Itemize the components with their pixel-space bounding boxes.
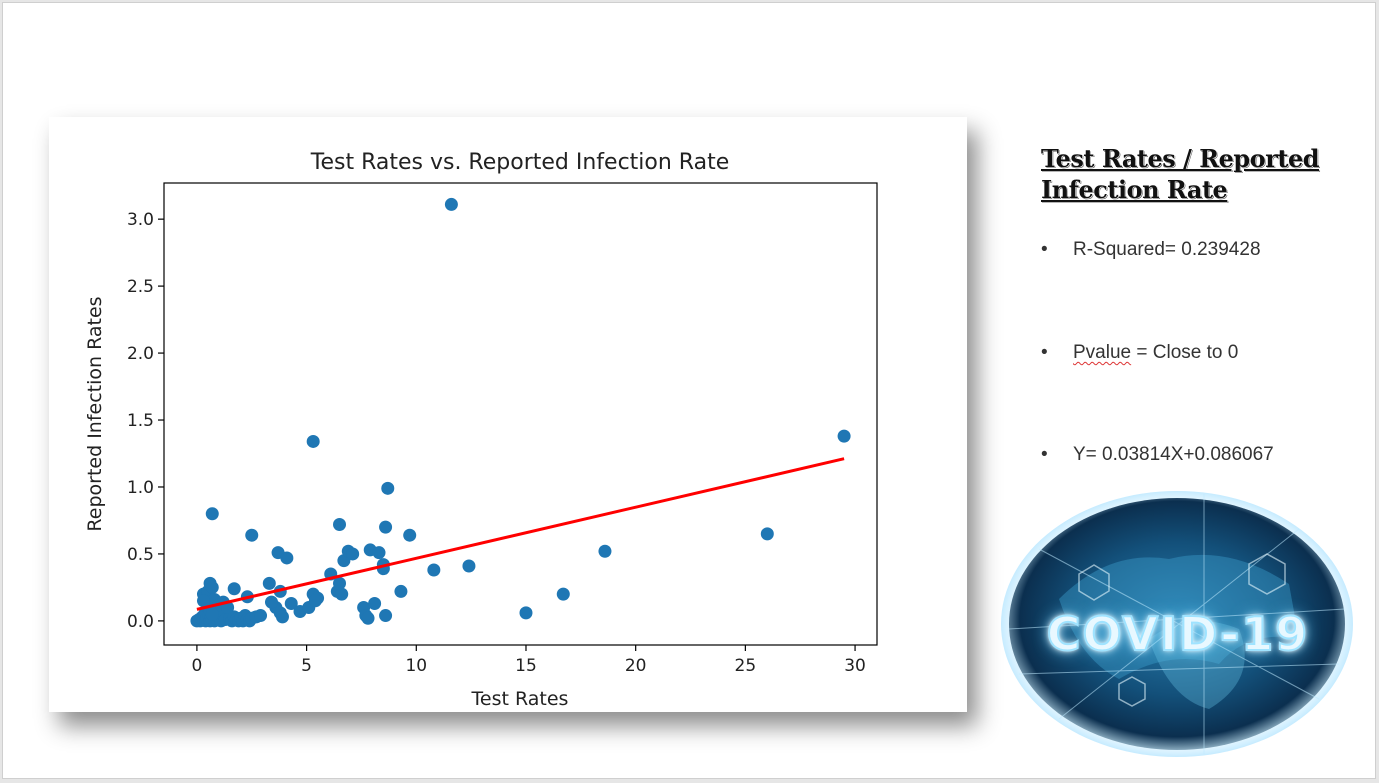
data-point: [205, 580, 219, 594]
pvalue-word: Pvalue: [1073, 342, 1132, 363]
data-point: [280, 551, 294, 565]
scatter-chart-card: Test Rates vs. Reported Infection Rate T…: [49, 117, 967, 712]
side-title: Test Rates / Reported Infection Rate: [1041, 143, 1341, 205]
data-point: [361, 611, 375, 625]
data-point: [760, 527, 774, 541]
y-axis-label: Reported Infection Rates: [84, 296, 106, 531]
data-point: [381, 481, 395, 495]
data-point: [335, 587, 349, 601]
bullet-text: Pvalue = Close to 0: [1073, 342, 1238, 364]
data-point: [394, 584, 408, 598]
data-point: [333, 517, 347, 531]
bullet-marker: •: [1041, 444, 1048, 465]
scatter-chart: Test Rates vs. Reported Infection Rate T…: [84, 150, 878, 710]
axis-ticks: 0 5 10 15 20 25 30 0.0 0.5 1.0 1.5 2.0 2.5 3.0: [127, 210, 866, 676]
data-point: [372, 546, 386, 560]
pvalue-text: = Close to 0: [1131, 342, 1239, 363]
bullet-marker: •: [1041, 342, 1048, 363]
x-tick-label: 30: [844, 656, 866, 676]
data-point: [427, 563, 441, 577]
data-point: [227, 582, 241, 596]
y-tick-label: 2.5: [127, 277, 154, 297]
regression-line: [196, 457, 845, 611]
y-tick-label: 0.5: [127, 545, 154, 565]
x-tick-label: 15: [515, 656, 537, 676]
side-title-line-2: Infection Rate: [1041, 175, 1228, 204]
data-point: [444, 197, 458, 211]
chart-title: Test Rates vs. Reported Infection Rate: [310, 150, 730, 175]
data-point: [205, 507, 219, 521]
bullet-equation: • Y= 0.03814X+0.086067: [1041, 444, 1361, 472]
data-point: [306, 434, 320, 448]
data-point: [284, 596, 298, 610]
data-point: [462, 559, 476, 573]
data-point: [196, 594, 210, 608]
equation-text: Y= 0.03814X+0.086067: [1073, 444, 1274, 465]
r-squared-text: R-Squared= 0.239428: [1073, 239, 1261, 260]
data-point: [368, 596, 382, 610]
data-point: [254, 609, 268, 623]
bullet-marker: •: [1041, 239, 1048, 260]
bullet-pvalue: • Pvalue = Close to 0: [1041, 342, 1361, 370]
side-title-line-1: Test Rates / Reported: [1041, 144, 1320, 173]
regression-line-group: [196, 457, 845, 611]
data-point: [333, 576, 347, 590]
y-tick-label: 0.0: [127, 612, 154, 632]
data-point: [379, 520, 393, 534]
data-point: [205, 607, 219, 621]
data-point: [275, 610, 289, 624]
y-tick-label: 1.5: [127, 411, 154, 431]
x-tick-label: 5: [301, 656, 312, 676]
data-point: [262, 576, 276, 590]
data-point: [379, 609, 393, 623]
covid-globe-image: [1001, 491, 1353, 757]
x-tick-label: 20: [625, 656, 647, 676]
y-tick-label: 3.0: [127, 210, 154, 230]
data-point: [519, 606, 533, 620]
data-point: [308, 594, 322, 608]
data-point: [403, 528, 417, 542]
y-tick-label: 2.0: [127, 344, 154, 364]
bullet-text: R-Squared= 0.239428: [1073, 239, 1261, 261]
data-point: [837, 429, 851, 443]
data-point: [346, 547, 360, 561]
data-point: [556, 587, 570, 601]
data-point: [598, 544, 612, 558]
bullet-text: Y= 0.03814X+0.086067: [1073, 444, 1274, 466]
scatter-points: [190, 197, 851, 628]
x-tick-label: 25: [735, 656, 757, 676]
data-point: [245, 528, 259, 542]
x-tick-label: 0: [191, 656, 202, 676]
plot-frame: [163, 182, 878, 646]
x-axis-label: Test Rates: [471, 688, 569, 710]
x-tick-label: 10: [405, 656, 427, 676]
covid-19-caption: COVID-19: [1046, 606, 1310, 662]
y-tick-label: 1.0: [127, 478, 154, 498]
data-point: [264, 595, 278, 609]
bullet-r-squared: • R-Squared= 0.239428: [1041, 239, 1361, 267]
